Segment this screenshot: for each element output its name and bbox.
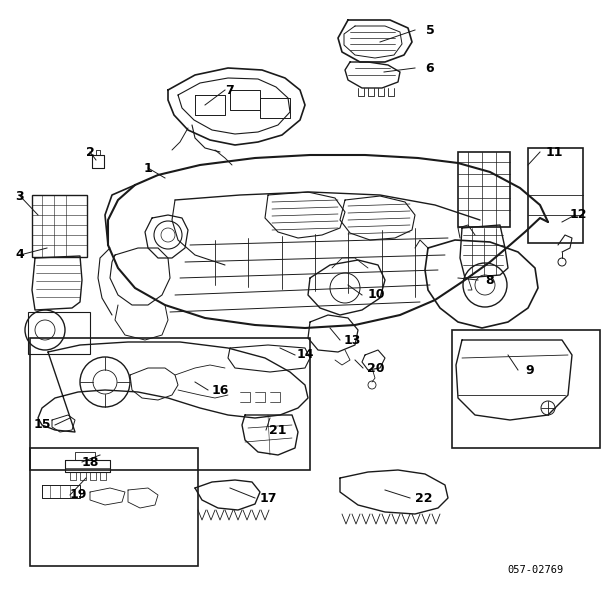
Text: 16: 16 xyxy=(212,383,229,397)
Bar xyxy=(30,338,310,470)
Bar xyxy=(32,195,87,257)
Text: 5: 5 xyxy=(426,23,434,37)
Text: 2: 2 xyxy=(86,145,94,158)
Bar xyxy=(528,148,583,243)
Text: 18: 18 xyxy=(81,455,98,469)
Text: 22: 22 xyxy=(415,491,433,505)
Text: 17: 17 xyxy=(259,491,277,505)
Text: 7: 7 xyxy=(226,83,234,97)
Bar xyxy=(28,312,90,354)
Text: 15: 15 xyxy=(33,419,50,431)
Bar xyxy=(30,448,198,566)
Text: 19: 19 xyxy=(69,488,87,502)
Text: 14: 14 xyxy=(296,349,314,361)
Text: 9: 9 xyxy=(526,364,534,377)
Bar xyxy=(458,152,510,227)
Text: 057-02769: 057-02769 xyxy=(507,565,563,575)
Text: 20: 20 xyxy=(367,361,385,374)
Text: 1: 1 xyxy=(143,161,153,175)
Text: 10: 10 xyxy=(367,289,385,301)
Text: 4: 4 xyxy=(16,248,24,262)
Text: 6: 6 xyxy=(426,61,434,74)
Text: 11: 11 xyxy=(545,145,563,158)
Text: 21: 21 xyxy=(269,424,287,437)
Text: 12: 12 xyxy=(569,208,587,221)
Bar xyxy=(452,330,600,448)
Text: 8: 8 xyxy=(486,274,494,286)
Text: 3: 3 xyxy=(16,190,24,202)
Text: 13: 13 xyxy=(344,334,361,346)
